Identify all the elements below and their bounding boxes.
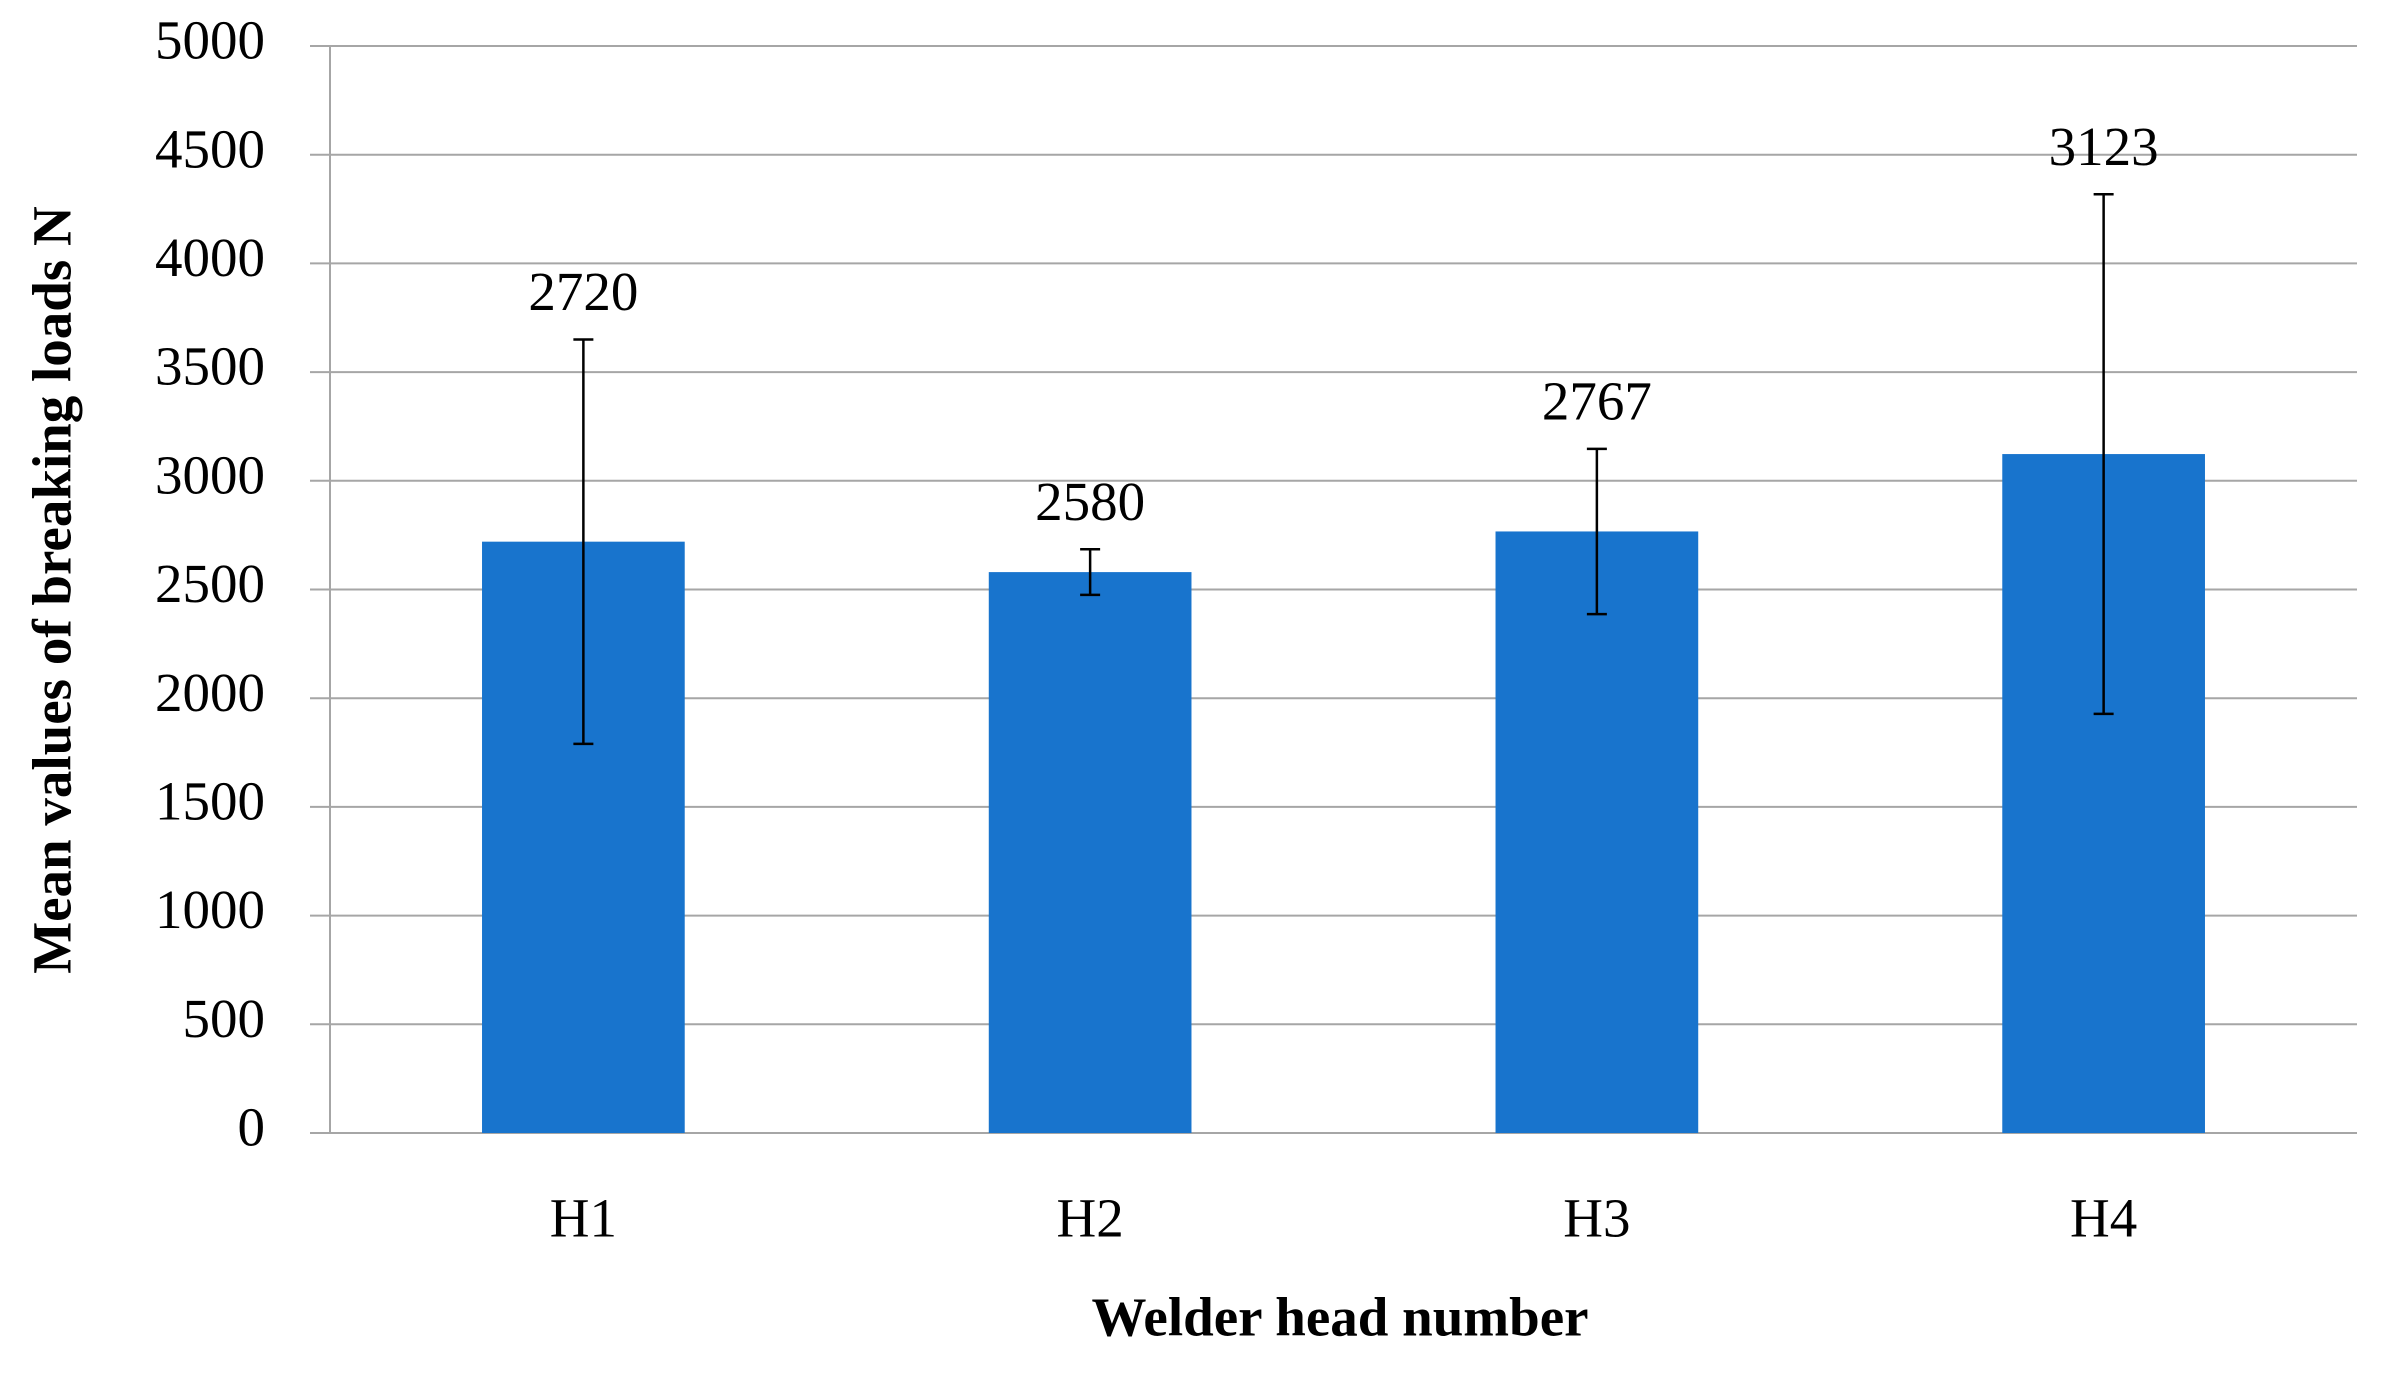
data-label: 2580 — [1035, 471, 1145, 532]
y-tick-label: 500 — [183, 988, 266, 1049]
data-label: 2720 — [528, 261, 638, 322]
x-tick-label: H3 — [1563, 1188, 1630, 1249]
y-axis-title: Mean values of breaking loads N — [22, 206, 83, 974]
y-tick-label: 1000 — [155, 879, 265, 940]
y-tick-label: 2000 — [155, 662, 265, 723]
x-axis-title: Welder head number — [1091, 1287, 1588, 1348]
y-tick-label: 5000 — [155, 10, 265, 71]
x-tick-label: H1 — [550, 1188, 617, 1249]
error-bar — [2093, 193, 2114, 716]
y-tick-label: 1500 — [155, 771, 265, 832]
bar — [988, 572, 1192, 1133]
error-bar — [573, 338, 594, 746]
x-tick-label: H2 — [1057, 1188, 1124, 1249]
y-tick-label: 2500 — [155, 553, 265, 614]
error-bar — [1586, 447, 1607, 616]
y-tick-label: 4000 — [155, 227, 265, 288]
error-bar — [1080, 548, 1101, 597]
data-label: 2767 — [1542, 370, 1652, 431]
y-tick-label: 3000 — [155, 444, 265, 505]
data-label: 3123 — [2049, 116, 2159, 177]
y-tick-label: 3500 — [155, 336, 265, 397]
y-tick-label: 0 — [238, 1097, 266, 1158]
x-tick-label: H4 — [2070, 1188, 2137, 1249]
bar — [1495, 531, 1699, 1133]
y-tick-label: 4500 — [155, 118, 265, 179]
